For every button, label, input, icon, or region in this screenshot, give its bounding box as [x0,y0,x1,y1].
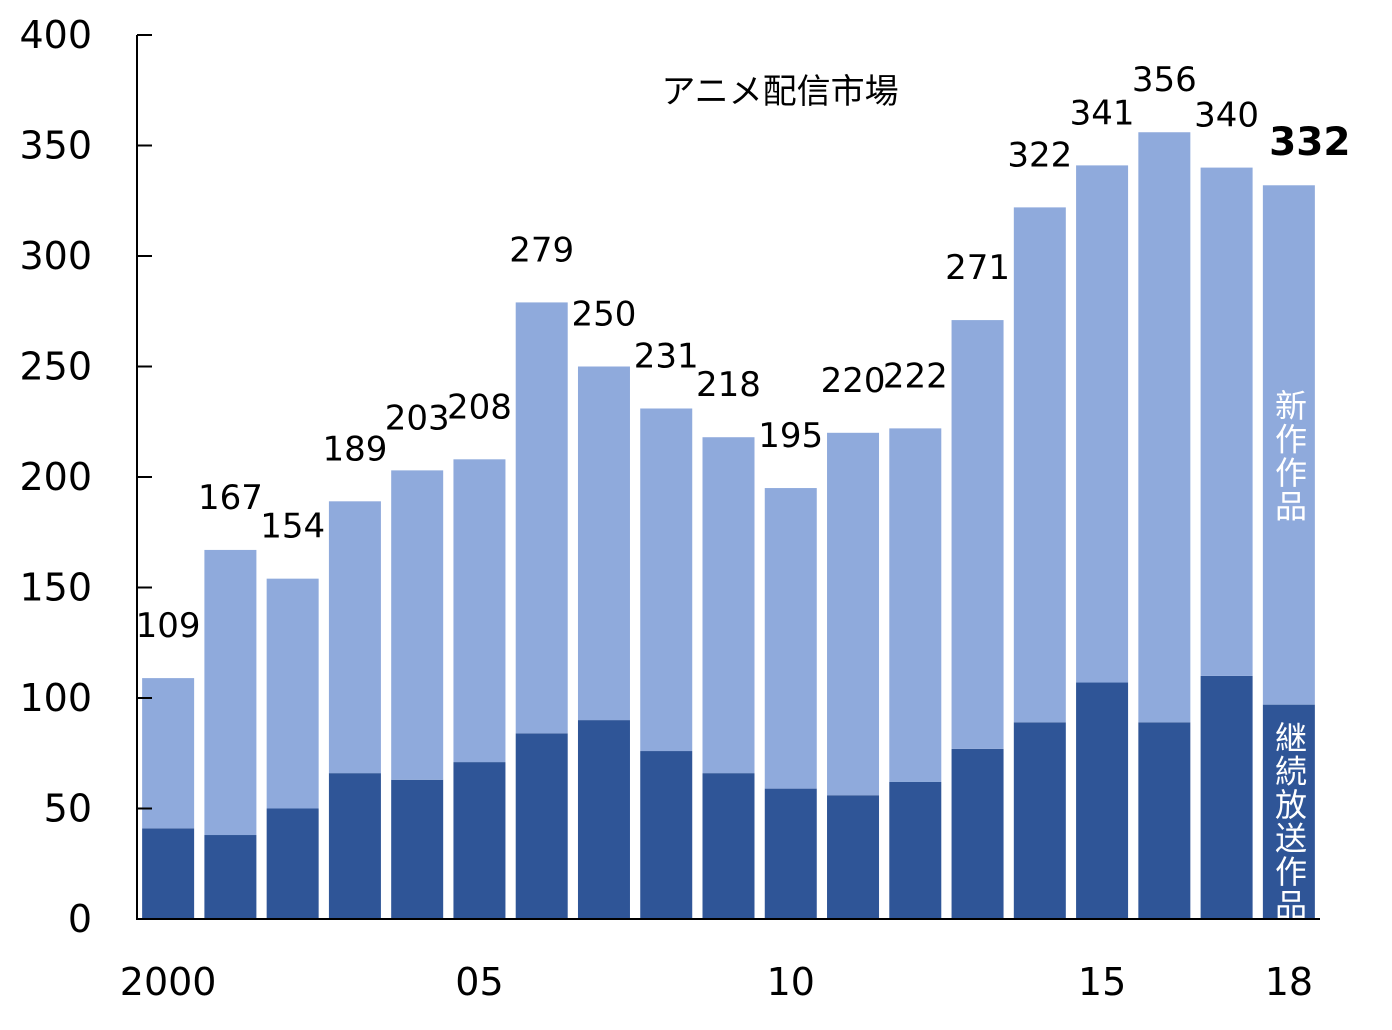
bar-continuing-2002 [266,808,319,919]
bar-new-2010 [764,488,817,789]
bar-new-2014 [1013,207,1066,723]
bar-continuing-2005 [453,762,506,919]
bar-new-2002 [266,578,319,809]
bar-new-2009 [702,437,755,774]
series-label-continuing: 継続放送作品 [1270,721,1308,918]
bar-continuing-2010 [764,788,817,919]
bar-new-2000 [142,678,195,829]
total-label-2007: 250 [572,295,637,335]
bar-continuing-2001 [204,835,257,919]
y-tick-label: 50 [44,787,92,831]
bar-new-2006 [515,302,568,734]
total-label-2017: 340 [1194,96,1259,136]
x-tick-label: 10 [767,960,815,1004]
x-tick-label: 2000 [120,960,217,1004]
bar-continuing-2000 [142,828,195,919]
bar-continuing-2006 [515,733,568,919]
total-label-2006: 279 [509,230,574,270]
bar-new-2012 [889,428,942,782]
x-tick-label: 15 [1078,960,1126,1004]
y-tick-label: 100 [19,676,92,720]
x-axis-ticks: 2000 05 10 15 18 [120,960,1313,1004]
y-tick-label: 0 [68,897,92,941]
total-label-2011: 220 [821,361,886,401]
total-label-2013: 271 [945,248,1010,288]
bar-new-2018 [1262,185,1315,705]
y-tick-label: 150 [19,566,92,610]
total-label-2005: 208 [447,387,512,427]
bar-new-2011 [827,432,880,796]
total-label-2003: 189 [322,429,387,469]
bar-continuing-2012 [889,781,942,919]
y-tick-label: 350 [19,124,92,168]
bar-continuing-2011 [827,795,880,919]
total-label-2014: 322 [1007,135,1072,175]
y-tick-label: 400 [19,13,92,57]
bar-new-2003 [328,501,381,774]
series-label-area: 新作作品 継続放送作品 [1262,0,1316,918]
y-tick-label: 200 [19,455,92,499]
total-label-2009: 218 [696,365,761,405]
total-label-2000: 109 [136,606,201,646]
bar-new-2016 [1138,132,1191,723]
bar-continuing-2007 [577,720,630,919]
total-label-2001: 167 [198,478,263,518]
bar-continuing-2009 [702,773,755,919]
total-label-2016: 356 [1132,60,1197,100]
y-tick-label: 300 [19,234,92,278]
bar-new-2013 [951,320,1004,749]
y-tick-label: 250 [19,345,92,389]
bar-continuing-2003 [328,773,381,919]
bar-continuing-2004 [391,779,444,919]
bar-continuing-2017 [1200,675,1253,919]
y-axis-ticks: 0 50 100 150 200 250 300 350 400 [19,13,152,941]
bar-new-2007 [577,366,630,721]
total-label-2004: 203 [385,398,450,438]
bar-new-2015 [1076,165,1129,683]
x-tick-label: 05 [455,960,503,1004]
bar-group [142,132,1315,919]
bar-new-2017 [1200,167,1253,676]
bar-continuing-2008 [640,751,693,919]
bar-continuing-2015 [1076,682,1129,919]
total-label-2002: 154 [260,507,325,547]
bar-new-2004 [391,470,444,780]
total-label-2012: 222 [883,356,948,396]
total-label-2015: 341 [1070,93,1135,133]
bar-new-2008 [640,408,693,752]
x-tick-label: 18 [1265,960,1313,1004]
bar-continuing-2014 [1013,722,1066,919]
bar-continuing-2018 [1262,704,1315,919]
bar-new-2001 [204,549,257,836]
series-label-new: 新作作品 [1270,389,1308,523]
total-label-2010: 195 [758,416,823,456]
bar-continuing-2013 [951,748,1004,919]
total-label-2008: 231 [634,336,699,376]
bar-new-2005 [453,459,506,763]
chart-title: アニメ配信市場 [661,72,898,112]
bar-continuing-2016 [1138,722,1191,919]
total-label-2018: 332 [1269,120,1350,165]
